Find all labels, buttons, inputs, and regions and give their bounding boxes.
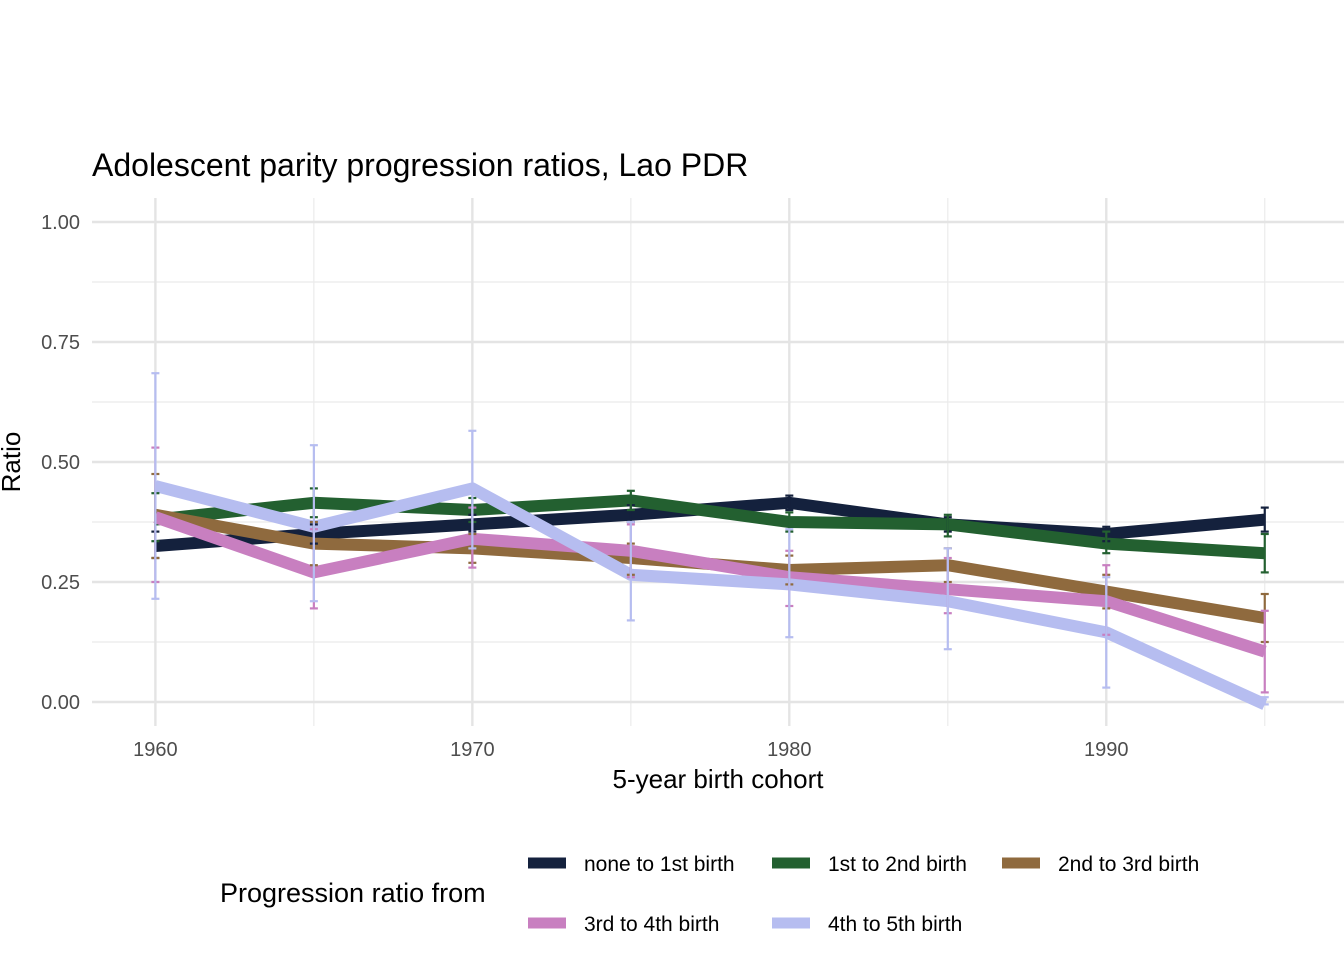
legend-label: none to 1st birth (584, 853, 735, 876)
legend-item-5: 4th to 5th birth (772, 913, 962, 936)
error-bars (151, 372, 1269, 706)
legend-item-1: none to 1st birth (528, 853, 735, 876)
legend-title: Progression ratio from (220, 878, 486, 908)
y-tick-label: 0.00 (41, 692, 80, 714)
legend-items: none to 1st birth 1st to 2nd birth 2nd to … (528, 853, 1199, 936)
legend-label: 2nd to 3rd birth (1058, 853, 1199, 876)
y-tick-labels: 0.00 0.25 0.50 0.75 1.00 (41, 212, 80, 714)
series-line-5 (153, 480, 1268, 710)
y-axis-title: Ratio (0, 432, 26, 493)
x-tick-label: 1970 (450, 739, 495, 761)
series-line-2 (154, 494, 1266, 560)
series-lines (153, 480, 1268, 710)
y-tick-label: 0.75 (41, 332, 80, 354)
legend-item-3: 2nd to 3rd birth (1002, 853, 1199, 876)
legend-item-4: 3rd to 4th birth (528, 913, 719, 936)
x-tick-label: 1990 (1084, 739, 1129, 761)
chart-title: Adolescent parity progression ratios, La… (92, 147, 748, 183)
x-tick-labels: 1960 1970 1980 1990 (133, 739, 1128, 761)
y-tick-label: 0.50 (41, 452, 80, 474)
x-axis-title: 5-year birth cohort (613, 764, 825, 794)
x-tick-label: 1960 (133, 739, 178, 761)
legend-item-2: 1st to 2nd birth (772, 853, 967, 876)
legend: Progression ratio from none to 1st birth… (220, 853, 1199, 936)
error-bars-series-5 (151, 372, 1269, 706)
series-line-4 (153, 511, 1267, 658)
major-gridlines (92, 198, 1344, 726)
y-tick-label: 1.00 (41, 212, 80, 234)
legend-label: 1st to 2nd birth (828, 853, 967, 876)
legend-label: 3rd to 4th birth (584, 913, 719, 936)
y-tick-label: 0.25 (41, 572, 80, 594)
x-tick-label: 1980 (767, 739, 812, 761)
legend-label: 4th to 5th birth (828, 913, 962, 936)
